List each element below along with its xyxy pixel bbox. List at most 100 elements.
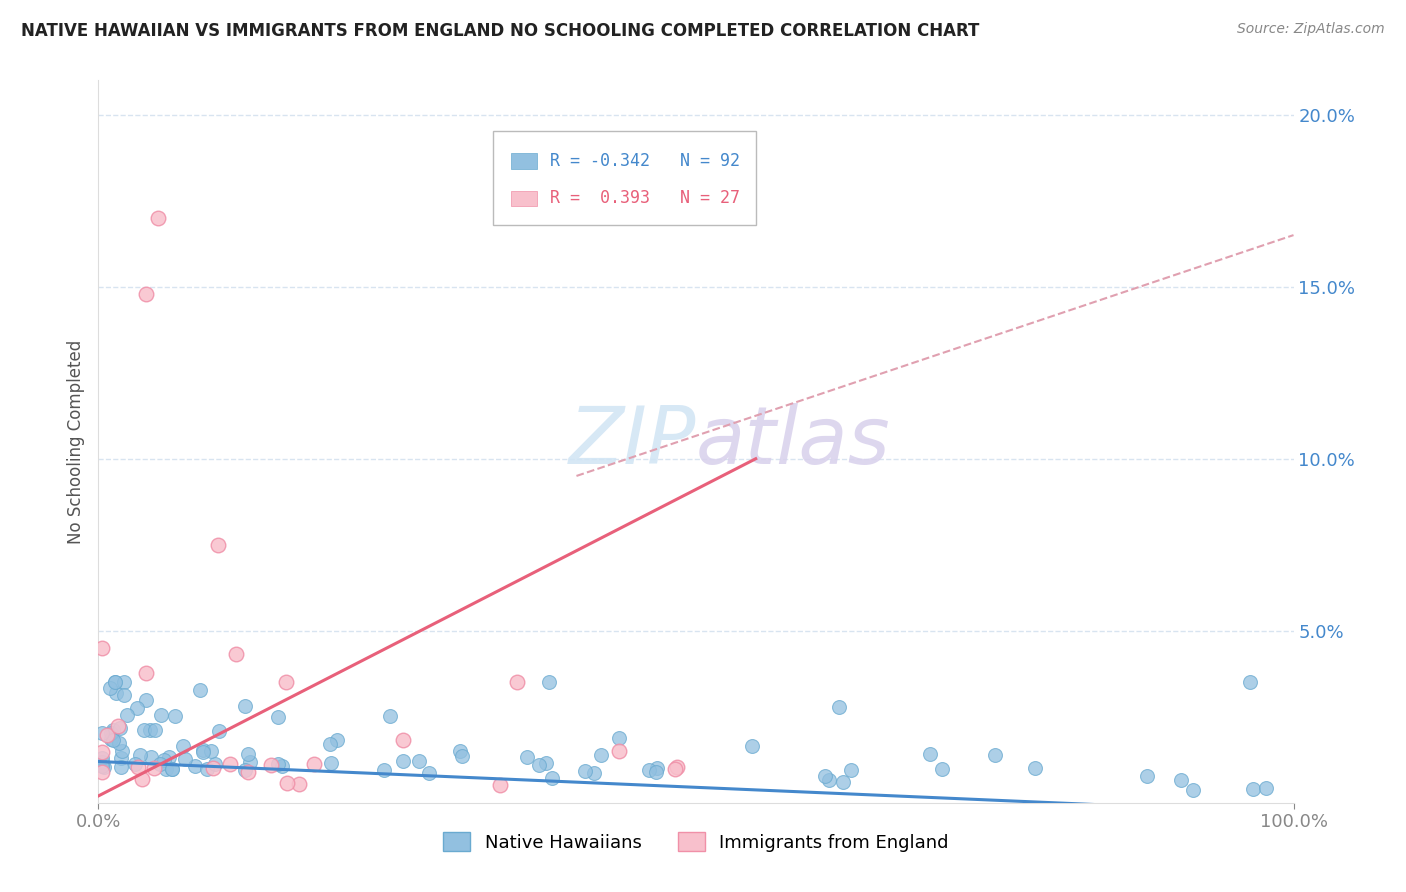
Point	[1254, 780, 1277, 795]
Point	[132, 723, 155, 737]
Point	[609, 731, 631, 746]
Point	[818, 772, 841, 787]
Point	[112, 675, 135, 690]
Point	[287, 777, 309, 791]
Text: R =  0.393   N = 27: R = 0.393 N = 27	[550, 189, 740, 208]
Point	[108, 722, 131, 736]
Point	[103, 723, 125, 737]
Point	[408, 754, 430, 768]
Point	[188, 683, 211, 698]
Point	[665, 759, 688, 773]
Point	[98, 681, 121, 695]
Point	[91, 745, 114, 759]
Point	[160, 762, 183, 776]
Point	[591, 747, 613, 762]
Point	[831, 775, 853, 789]
Point	[239, 755, 262, 769]
Point	[201, 761, 224, 775]
Point	[110, 751, 132, 765]
Point	[537, 675, 560, 690]
Point	[1135, 769, 1157, 783]
Point	[165, 709, 187, 723]
Point	[267, 710, 290, 724]
Point	[91, 640, 114, 655]
Point	[645, 765, 668, 780]
Point	[149, 707, 172, 722]
Point	[813, 769, 835, 783]
Point	[664, 763, 686, 777]
Point	[172, 739, 194, 754]
Point	[105, 686, 128, 700]
Point	[112, 688, 135, 702]
Point	[583, 766, 606, 780]
Point	[984, 748, 1007, 763]
Point	[527, 758, 550, 772]
Point	[225, 647, 247, 661]
Point	[1024, 761, 1046, 775]
Point	[637, 763, 659, 777]
Point	[260, 758, 283, 772]
Point	[451, 748, 474, 763]
Text: atlas: atlas	[696, 402, 891, 481]
Point	[645, 761, 668, 775]
Point	[391, 754, 413, 768]
Point	[155, 763, 177, 777]
Point	[516, 749, 538, 764]
Point	[233, 699, 256, 714]
Point	[449, 744, 471, 758]
Y-axis label: No Schooling Completed: No Schooling Completed	[66, 340, 84, 543]
Point	[841, 763, 863, 777]
Point	[488, 778, 510, 792]
Point	[1241, 782, 1264, 797]
Point	[827, 700, 849, 714]
Point	[107, 718, 129, 732]
Point	[100, 726, 122, 740]
Point	[200, 743, 222, 757]
Point	[160, 762, 183, 776]
Point	[127, 760, 149, 774]
Point	[93, 760, 115, 774]
Point	[183, 758, 205, 772]
FancyBboxPatch shape	[510, 191, 537, 206]
Text: ZIP: ZIP	[568, 402, 696, 481]
Point	[541, 771, 564, 785]
Point	[148, 211, 170, 225]
Point	[143, 723, 166, 737]
Point	[931, 762, 953, 776]
Point	[418, 766, 440, 780]
Point	[135, 665, 157, 680]
Point	[238, 747, 260, 761]
Point	[124, 757, 146, 772]
Point	[100, 732, 122, 747]
Point	[125, 701, 148, 715]
Point	[219, 757, 242, 772]
Point	[276, 675, 298, 690]
FancyBboxPatch shape	[510, 153, 537, 169]
Point	[319, 756, 342, 770]
Point	[208, 723, 231, 738]
Point	[96, 728, 118, 742]
Point	[191, 743, 214, 757]
Point	[373, 764, 395, 778]
Text: Source: ZipAtlas.com: Source: ZipAtlas.com	[1237, 22, 1385, 37]
Point	[104, 675, 127, 690]
Point	[392, 733, 415, 747]
Point	[139, 749, 162, 764]
Point	[104, 675, 127, 690]
Point	[111, 744, 134, 758]
Point	[173, 752, 195, 766]
Point	[920, 747, 942, 762]
Point	[204, 756, 226, 771]
Point	[378, 708, 401, 723]
Point	[131, 772, 153, 786]
Point	[108, 736, 131, 750]
Point	[267, 756, 290, 771]
Point	[1239, 675, 1261, 690]
Point	[103, 732, 125, 747]
Point	[325, 732, 347, 747]
Legend: Native Hawaiians, Immigrants from England: Native Hawaiians, Immigrants from Englan…	[436, 825, 956, 859]
Point	[233, 763, 256, 777]
Point	[129, 747, 152, 762]
Point	[207, 538, 229, 552]
Point	[153, 753, 176, 767]
